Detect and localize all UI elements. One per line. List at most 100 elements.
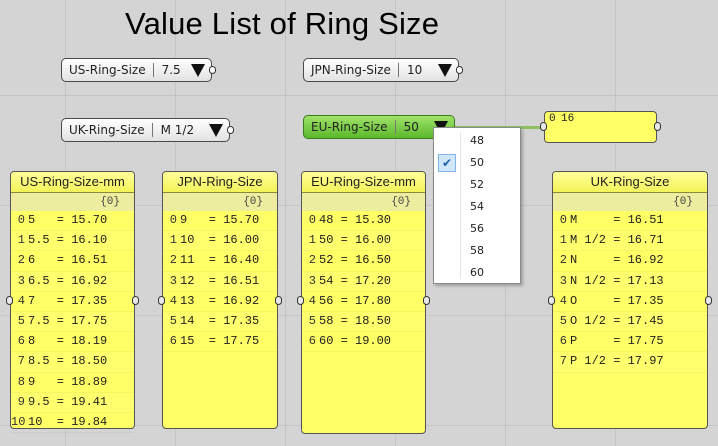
value-list-name: UK-Ring-Size: [69, 123, 145, 137]
row-index: 1: [308, 233, 316, 248]
row-index: 0: [308, 213, 316, 227]
jpn-ring-size-value-list[interactable]: JPN-Ring-Size 10: [303, 58, 463, 82]
input-grip[interactable]: [158, 296, 165, 305]
panel-row: 1 5.5 = 16.10: [11, 231, 134, 252]
value-list-name: US-Ring-Size: [69, 63, 146, 77]
panel-row: 1 10 = 16.00: [163, 231, 277, 252]
option-label: 54: [470, 200, 484, 213]
row-value: 60 = 19.00: [319, 334, 392, 349]
input-grip[interactable]: [297, 296, 304, 305]
panel-row: 5 58 = 18.50: [302, 311, 425, 333]
input-grip[interactable]: [6, 296, 13, 305]
output-value: 16: [561, 113, 575, 125]
row-value: 11 = 16.40: [180, 253, 260, 268]
row-value: P = 17.75: [570, 334, 664, 349]
output-grip[interactable]: [705, 296, 712, 305]
row-value: 56 = 17.80: [319, 293, 392, 308]
panel-title: JPN-Ring-Size: [163, 172, 277, 193]
panel-path: {0}: [11, 193, 134, 211]
row-index: 7: [559, 354, 567, 369]
output-panel[interactable]: 0 16: [540, 111, 661, 143]
panel-row: 5 7.5 = 17.75: [11, 311, 134, 333]
output-grip[interactable]: [227, 126, 234, 134]
panel-row: 3 12 = 16.51: [163, 271, 277, 292]
dropdown-option[interactable]: 58: [434, 240, 520, 262]
panel-row: 2 11 = 16.40: [163, 251, 277, 272]
separator: [394, 120, 396, 134]
us-ring-size-value-list[interactable]: US-Ring-Size 7.5: [61, 58, 216, 82]
input-grip[interactable]: [540, 122, 547, 131]
row-index: 1: [169, 233, 177, 248]
row-value: P 1/2 = 17.97: [570, 354, 664, 369]
row-value: N = 16.92: [570, 253, 664, 268]
eu-ring-size-panel[interactable]: EU-Ring-Size-mm {0} 0 48 = 15.30 1 50 = 16.…: [297, 171, 430, 434]
row-index: 3: [308, 273, 316, 288]
row-index: 5: [169, 313, 177, 328]
panel-row: 6 60 = 19.00: [302, 332, 425, 353]
row-index: 6: [169, 334, 177, 349]
eu-ring-size-value-list[interactable]: EU-Ring-Size 50: [303, 115, 455, 139]
dropdown-option[interactable]: ✔ 50: [434, 152, 520, 174]
output-grip[interactable]: [132, 296, 139, 305]
row-index: 5: [559, 313, 567, 328]
dropdown-arrow-icon[interactable]: [209, 123, 223, 137]
input-grip[interactable]: [548, 296, 555, 305]
panel-row: 5 14 = 17.35: [163, 311, 277, 333]
row-value: 54 = 17.20: [319, 273, 392, 288]
output-grip[interactable]: [456, 66, 463, 74]
row-value: 6 = 16.51: [28, 253, 108, 268]
panel-row: 4 13 = 16.92: [163, 292, 277, 312]
row-index: 4: [559, 293, 567, 308]
row-index: 2: [17, 253, 25, 268]
output-grip[interactable]: [209, 66, 216, 74]
panel-path: {0}: [302, 193, 425, 211]
dropdown-option[interactable]: 56: [434, 218, 520, 240]
row-value: 12 = 16.51: [180, 273, 260, 288]
panel-path: {0}: [553, 193, 707, 211]
panel-title: UK-Ring-Size: [553, 172, 707, 193]
value-list-value: 50: [403, 120, 419, 134]
dropdown-arrow-icon[interactable]: [438, 63, 452, 77]
value-list-value: 10: [406, 63, 423, 77]
dropdown-option[interactable]: 48: [434, 130, 520, 152]
row-index: 4: [169, 293, 177, 308]
row-index: 2: [169, 253, 177, 268]
dropdown-option[interactable]: 54: [434, 196, 520, 218]
option-label: 58: [470, 244, 484, 257]
row-index: 2: [308, 253, 316, 268]
row-value: 9 = 18.89: [28, 374, 108, 389]
dropdown-option[interactable]: 60: [434, 262, 520, 284]
row-value: M 1/2 = 16.71: [570, 233, 664, 248]
output-grip[interactable]: [423, 296, 430, 305]
row-index: 1: [559, 233, 567, 248]
panel-row: 7 8.5 = 18.50: [11, 352, 134, 373]
dropdown-option[interactable]: 52: [434, 174, 520, 196]
uk-ring-size-value-list[interactable]: UK-Ring-Size M 1/2: [61, 118, 234, 142]
row-value: 8 = 18.19: [28, 334, 108, 349]
dropdown-options: 48 ✔ 50 52 54 56 58 60: [434, 128, 520, 284]
eu-ring-size-dropdown-menu[interactable]: 48 ✔ 50 52 54 56 58 60: [433, 127, 521, 284]
output-index: 0: [549, 113, 556, 125]
row-value: 9 = 15.70: [180, 213, 260, 227]
output-grip[interactable]: [654, 122, 661, 131]
row-value: M = 16.51: [570, 213, 664, 227]
row-index: 9: [17, 394, 25, 409]
value-list-name: EU-Ring-Size: [311, 120, 388, 134]
row-value: 9.5 = 19.41: [28, 394, 108, 409]
row-index: 1: [17, 233, 25, 248]
output-grip[interactable]: [275, 296, 282, 305]
row-index: 10: [11, 414, 26, 429]
option-label: 48: [470, 134, 484, 147]
row-index: 5: [308, 313, 316, 328]
dropdown-arrow-icon[interactable]: [191, 63, 205, 77]
